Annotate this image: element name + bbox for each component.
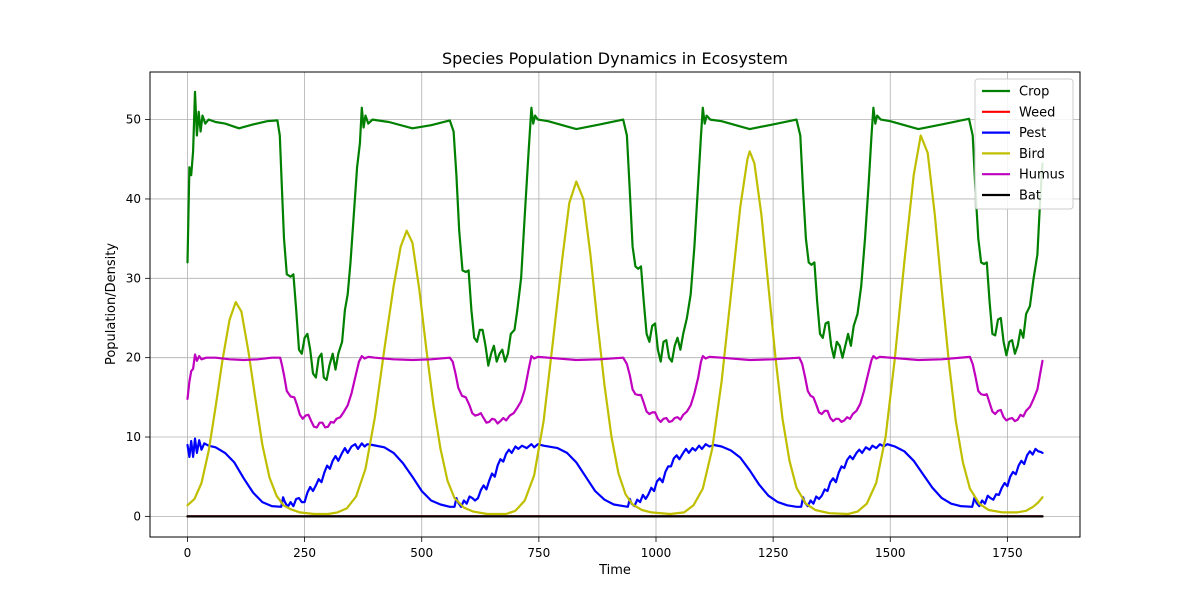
x-tick-label: 0 [184, 546, 192, 560]
series-line-bird [186, 134, 1044, 516]
legend-label-weed: Weed [1019, 105, 1055, 120]
y-tick-label: 50 [126, 113, 141, 127]
plot-area [150, 72, 1080, 537]
x-tick-label: 1250 [758, 546, 789, 560]
legend-label-humus: Humus [1019, 168, 1065, 183]
x-tick-label: 1750 [992, 546, 1023, 560]
x-tick-label: 750 [527, 546, 550, 560]
y-tick-label: 30 [126, 271, 141, 285]
y-tick-label: 40 [126, 192, 141, 206]
y-axis-label: Population/Density [104, 243, 119, 365]
series-line-crop [186, 90, 1044, 381]
chart-title: Species Population Dynamics in Ecosystem [442, 49, 788, 68]
y-tick-label: 0 [133, 509, 141, 523]
series-line-pest [186, 437, 1044, 508]
x-axis-ticks: 0 250 500 750 1000 1250 1500 1750 [184, 537, 1023, 560]
x-tick-label: 250 [293, 546, 316, 560]
y-tick-label: 10 [126, 430, 141, 444]
series-line-humus [186, 353, 1044, 429]
x-tick-label: 1000 [641, 546, 672, 560]
legend-label-pest: Pest [1019, 126, 1046, 141]
x-axis-label: Time [598, 563, 631, 578]
x-tick-label: 1500 [875, 546, 906, 560]
y-axis-ticks: 0 10 20 30 40 50 [126, 113, 150, 523]
legend: Crop Weed Pest Bird Humus Bat [974, 78, 1074, 210]
legend-label-crop: Crop [1019, 85, 1049, 100]
series-lines [186, 90, 1044, 518]
legend-label-bird: Bird [1019, 147, 1045, 162]
x-tick-label: 500 [410, 546, 433, 560]
plot-frame [149, 71, 1081, 538]
legend-label-bat: Bat [1019, 189, 1041, 204]
y-tick-label: 20 [126, 351, 141, 365]
